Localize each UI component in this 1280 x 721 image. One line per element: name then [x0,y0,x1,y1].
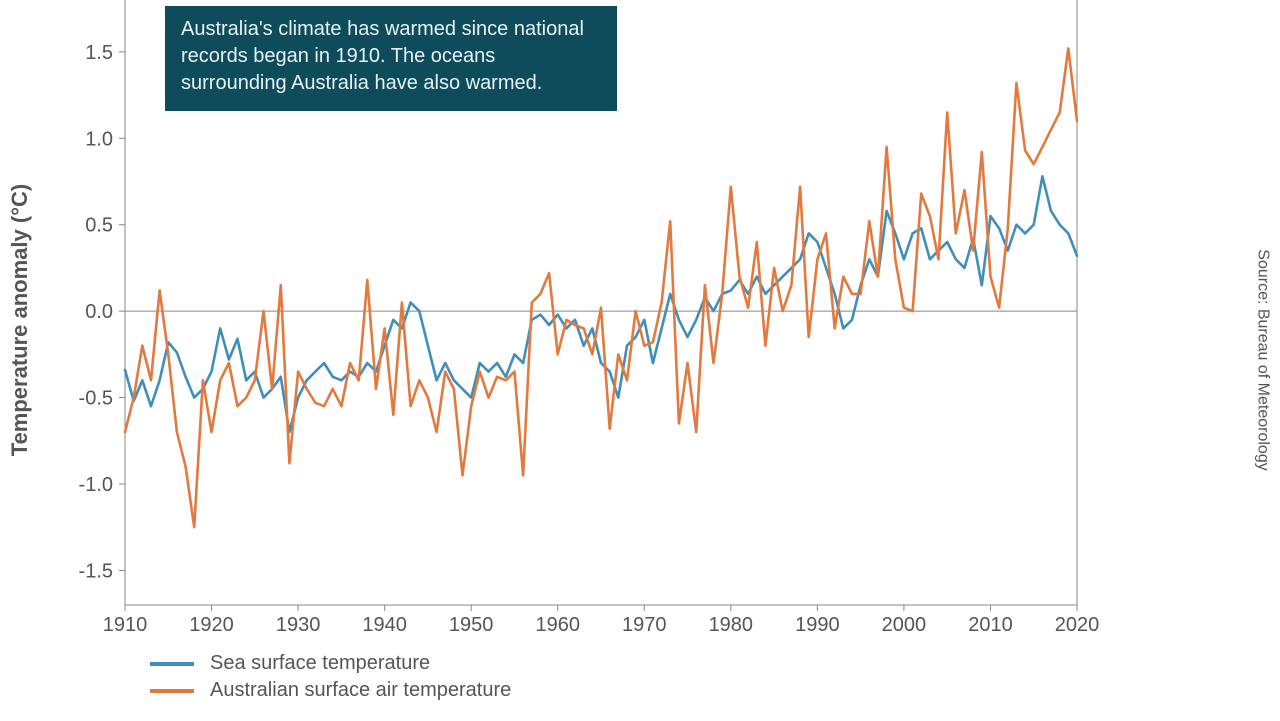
svg-text:0.5: 0.5 [85,215,113,237]
svg-text:2010: 2010 [968,614,1013,636]
legend: Sea surface temperature Australian surfac… [150,648,511,702]
svg-text:0.0: 0.0 [85,301,113,323]
legend-label: Sea surface temperature [210,652,430,675]
svg-text:1930: 1930 [276,614,321,636]
svg-text:2000: 2000 [882,614,927,636]
svg-text:1940: 1940 [362,614,407,636]
legend-item-air: Australian surface air temperature [150,679,511,702]
source-attribution: Source: Bureau of Meteorology [1253,249,1271,470]
svg-text:-1.5: -1.5 [79,560,113,582]
legend-swatch [150,662,194,666]
svg-text:-1.0: -1.0 [79,474,113,496]
series-sea [125,176,1077,432]
svg-text:1980: 1980 [709,614,754,636]
svg-text:1970: 1970 [622,614,667,636]
svg-text:1950: 1950 [449,614,494,636]
y-axis-label: Temperature anomaly (°C) [7,184,33,456]
legend-item-sea: Sea surface temperature [150,652,511,675]
svg-text:1960: 1960 [535,614,580,636]
svg-text:1.5: 1.5 [85,42,113,64]
series-air [125,48,1077,527]
svg-text:1.0: 1.0 [85,128,113,150]
legend-swatch [150,689,194,693]
svg-text:1910: 1910 [103,614,148,636]
svg-text:1990: 1990 [795,614,840,636]
svg-text:2020: 2020 [1055,614,1100,636]
svg-text:-0.5: -0.5 [79,388,113,410]
svg-text:1920: 1920 [189,614,234,636]
callout-box: Australia's climate has warmed since nat… [165,6,617,111]
chart-container: { "chart": { "type": "line", "plot": { "… [0,0,1280,721]
legend-label: Australian surface air temperature [210,679,511,702]
